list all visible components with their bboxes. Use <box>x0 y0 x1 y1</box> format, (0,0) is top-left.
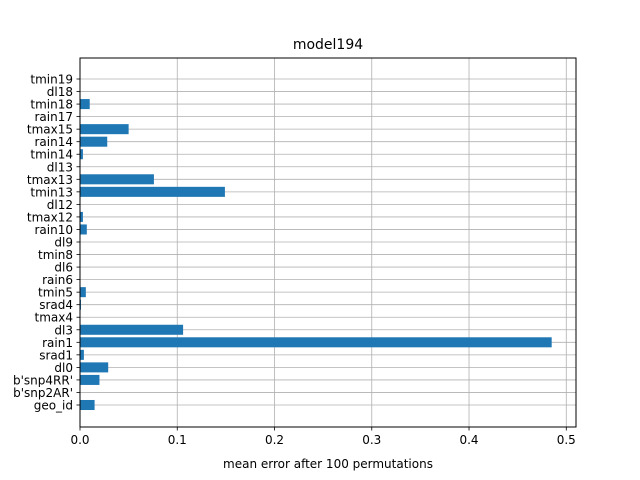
y-tick-label: tmin8 <box>38 248 73 262</box>
y-tick-label: dl18 <box>47 85 73 99</box>
bar-18 <box>80 174 154 185</box>
bar-15 <box>80 211 83 222</box>
x-axis: 0.0 0.1 0.2 0.3 0.4 0.5 <box>70 427 576 447</box>
x-tick-label: 0.5 <box>557 433 576 447</box>
y-tick-label: rain17 <box>35 110 74 124</box>
y-tick-label: rain6 <box>42 273 73 287</box>
x-tick-label: 0.3 <box>362 433 381 447</box>
y-tick-label: rain10 <box>35 223 74 237</box>
y-tick-label: tmin14 <box>30 148 73 162</box>
y-tick-label: dl6 <box>54 261 73 275</box>
y-tick-label: dl3 <box>54 323 73 337</box>
y-tick-label: dl12 <box>47 198 73 212</box>
bar-21 <box>80 136 108 147</box>
bar-22 <box>80 124 129 135</box>
y-tick-label: tmin13 <box>30 185 73 199</box>
bar-20 <box>80 149 83 160</box>
bars <box>80 99 552 411</box>
x-tick-label: 0.0 <box>70 433 89 447</box>
y-axis: geo_idb'snp2AR'b'snp4RR'dl0srad1rain1dl3… <box>13 73 80 413</box>
x-axis-label: mean error after 100 permutations <box>223 457 433 471</box>
bar-24 <box>80 99 90 110</box>
bar-5 <box>80 337 552 348</box>
y-tick-label: b'snp2AR' <box>13 386 73 400</box>
bar-3 <box>80 362 109 373</box>
x-tick-label: 0.1 <box>168 433 187 447</box>
bar-4 <box>80 349 84 360</box>
bar-14 <box>80 224 87 235</box>
y-tick-label: geo_id <box>34 399 73 413</box>
y-tick-label: dl13 <box>47 160 73 174</box>
y-tick-label: rain1 <box>42 336 73 350</box>
y-tick-label: srad4 <box>39 298 73 312</box>
y-tick-label: dl0 <box>54 361 73 375</box>
y-tick-label: tmax15 <box>27 123 73 137</box>
y-tick-label: tmax12 <box>27 210 73 224</box>
y-tick-label: srad1 <box>39 348 73 362</box>
y-tick-label: tmin18 <box>30 98 73 112</box>
y-tick-label: tmin5 <box>38 286 73 300</box>
grid <box>79 58 576 427</box>
y-tick-label: tmin19 <box>30 73 73 87</box>
bar-2 <box>80 374 100 385</box>
chart-title: model194 <box>293 37 363 53</box>
y-tick-label: rain14 <box>35 135 74 149</box>
bar-6 <box>80 324 184 335</box>
y-tick-label: tmax13 <box>27 173 73 187</box>
bar-9 <box>80 287 86 298</box>
x-tick-label: 0.4 <box>459 433 478 447</box>
bar-17 <box>80 186 225 197</box>
y-tick-label: b'snp4RR' <box>13 373 73 387</box>
plot-frame <box>79 57 577 428</box>
y-tick-label: tmax4 <box>35 311 73 325</box>
y-tick-label: dl9 <box>54 236 73 250</box>
x-tick-label: 0.2 <box>265 433 284 447</box>
bar-0 <box>80 399 95 411</box>
